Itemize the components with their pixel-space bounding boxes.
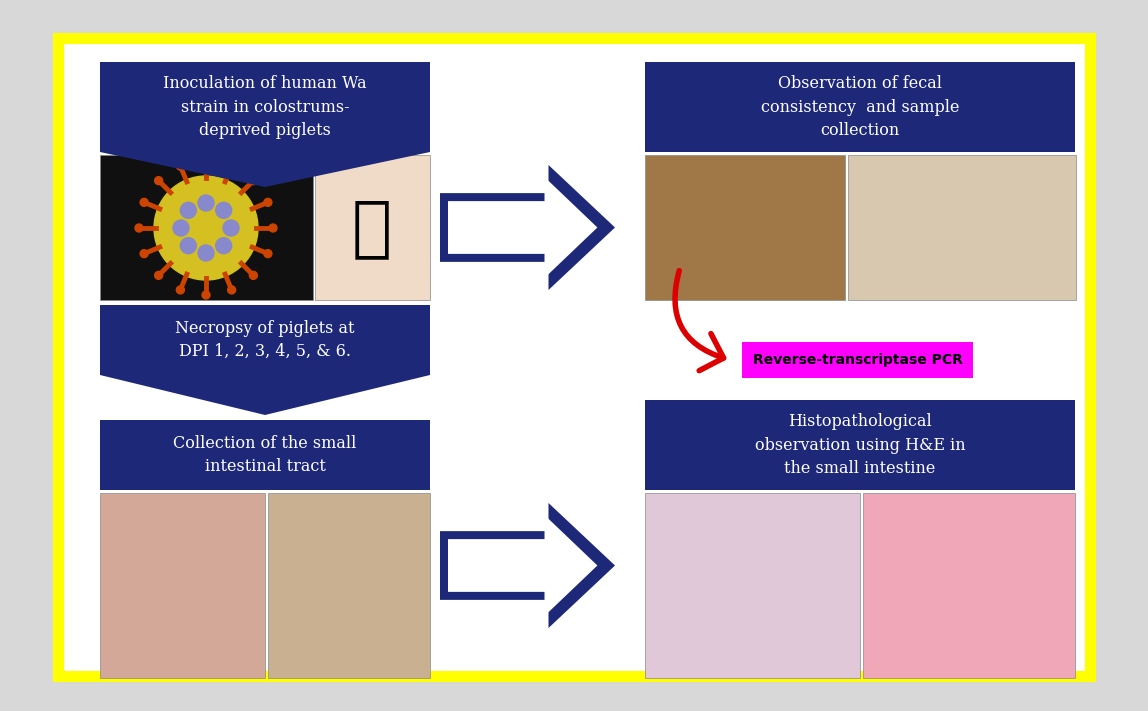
FancyBboxPatch shape bbox=[100, 420, 430, 490]
Polygon shape bbox=[440, 165, 615, 290]
Circle shape bbox=[155, 272, 163, 279]
Text: Collection of the small
intestinal tract: Collection of the small intestinal tract bbox=[173, 434, 357, 475]
FancyBboxPatch shape bbox=[645, 155, 845, 300]
FancyBboxPatch shape bbox=[645, 400, 1075, 490]
FancyBboxPatch shape bbox=[848, 155, 1076, 300]
FancyBboxPatch shape bbox=[863, 493, 1075, 678]
Circle shape bbox=[216, 237, 232, 254]
Text: Observation of fecal
consistency  and sample
collection: Observation of fecal consistency and sam… bbox=[761, 75, 960, 139]
Text: Necropsy of piglets at
DPI 1, 2, 3, 4, 5, & 6.: Necropsy of piglets at DPI 1, 2, 3, 4, 5… bbox=[176, 320, 355, 360]
Circle shape bbox=[197, 195, 214, 211]
Circle shape bbox=[227, 286, 235, 294]
FancyArrowPatch shape bbox=[675, 271, 723, 370]
FancyBboxPatch shape bbox=[59, 38, 1089, 676]
Circle shape bbox=[202, 157, 210, 165]
Polygon shape bbox=[100, 305, 430, 415]
Text: Reverse-transcriptase PCR: Reverse-transcriptase PCR bbox=[753, 353, 962, 367]
FancyBboxPatch shape bbox=[742, 342, 974, 378]
FancyBboxPatch shape bbox=[315, 155, 430, 300]
Circle shape bbox=[154, 176, 258, 280]
Circle shape bbox=[180, 203, 196, 218]
Text: Inoculation of human Wa
strain in colostrums-
deprived piglets: Inoculation of human Wa strain in colost… bbox=[163, 75, 367, 139]
Circle shape bbox=[264, 250, 272, 257]
Circle shape bbox=[180, 237, 196, 254]
Polygon shape bbox=[100, 62, 430, 187]
Text: Histopathological
observation using H&E in
the small intestine: Histopathological observation using H&E … bbox=[754, 413, 965, 477]
Circle shape bbox=[140, 198, 148, 206]
Circle shape bbox=[269, 224, 277, 232]
Circle shape bbox=[249, 176, 257, 185]
Text: 🐷: 🐷 bbox=[352, 195, 391, 261]
Circle shape bbox=[173, 220, 189, 236]
Circle shape bbox=[202, 291, 210, 299]
Circle shape bbox=[197, 245, 214, 261]
Circle shape bbox=[140, 250, 148, 257]
FancyBboxPatch shape bbox=[100, 493, 265, 678]
FancyBboxPatch shape bbox=[645, 493, 860, 678]
FancyBboxPatch shape bbox=[645, 62, 1075, 152]
Polygon shape bbox=[448, 177, 597, 278]
Circle shape bbox=[177, 162, 185, 170]
Circle shape bbox=[264, 198, 272, 206]
Circle shape bbox=[249, 272, 257, 279]
Polygon shape bbox=[448, 515, 597, 616]
Circle shape bbox=[155, 176, 163, 185]
Circle shape bbox=[223, 220, 239, 236]
Circle shape bbox=[177, 286, 185, 294]
FancyBboxPatch shape bbox=[100, 155, 313, 300]
Circle shape bbox=[216, 203, 232, 218]
Circle shape bbox=[227, 162, 235, 170]
Circle shape bbox=[135, 224, 144, 232]
Polygon shape bbox=[440, 503, 615, 628]
FancyBboxPatch shape bbox=[267, 493, 430, 678]
